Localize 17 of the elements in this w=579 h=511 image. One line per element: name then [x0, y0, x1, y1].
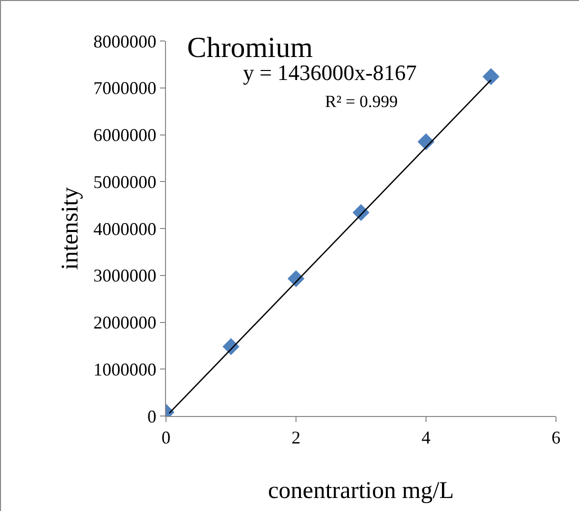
x-tick-label: 0: [162, 428, 170, 448]
y-tick-label: 8000000: [93, 31, 156, 52]
x-tick-label: 6: [552, 428, 560, 448]
y-tick-label: 5000000: [93, 172, 156, 192]
annotation: R² = 0.999: [325, 92, 398, 111]
point: [482, 68, 500, 86]
y-tick-label: 3000000: [93, 266, 156, 286]
y-tick-label: 4000000: [93, 218, 156, 239]
y-tick-label: 0: [147, 406, 156, 426]
y-tick-label: 2000000: [93, 312, 156, 333]
y-axis-title: intensity: [58, 187, 84, 270]
y-tick-label: 6000000: [93, 125, 156, 146]
y-tick-label: 1000000: [93, 359, 156, 380]
x-tick-label: 2: [292, 428, 300, 448]
x-axis-title: conentrartion mg/L: [268, 478, 454, 504]
x-tick-label: 4: [422, 428, 430, 448]
y-tick-label: 7000000: [93, 78, 156, 98]
